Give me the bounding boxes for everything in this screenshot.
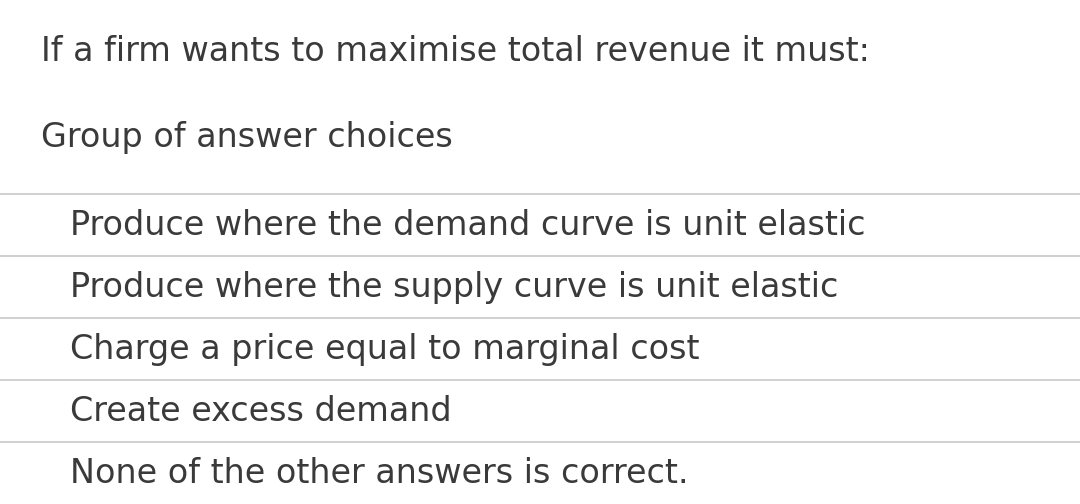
- Text: Produce where the demand curve is unit elastic: Produce where the demand curve is unit e…: [70, 209, 866, 241]
- Text: Create excess demand: Create excess demand: [70, 395, 451, 427]
- Text: If a firm wants to maximise total revenue it must:: If a firm wants to maximise total revenu…: [41, 35, 869, 68]
- Text: Charge a price equal to marginal cost: Charge a price equal to marginal cost: [70, 333, 700, 365]
- Text: None of the other answers is correct.: None of the other answers is correct.: [70, 457, 689, 489]
- Text: Produce where the supply curve is unit elastic: Produce where the supply curve is unit e…: [70, 271, 838, 303]
- Text: Group of answer choices: Group of answer choices: [41, 121, 453, 154]
